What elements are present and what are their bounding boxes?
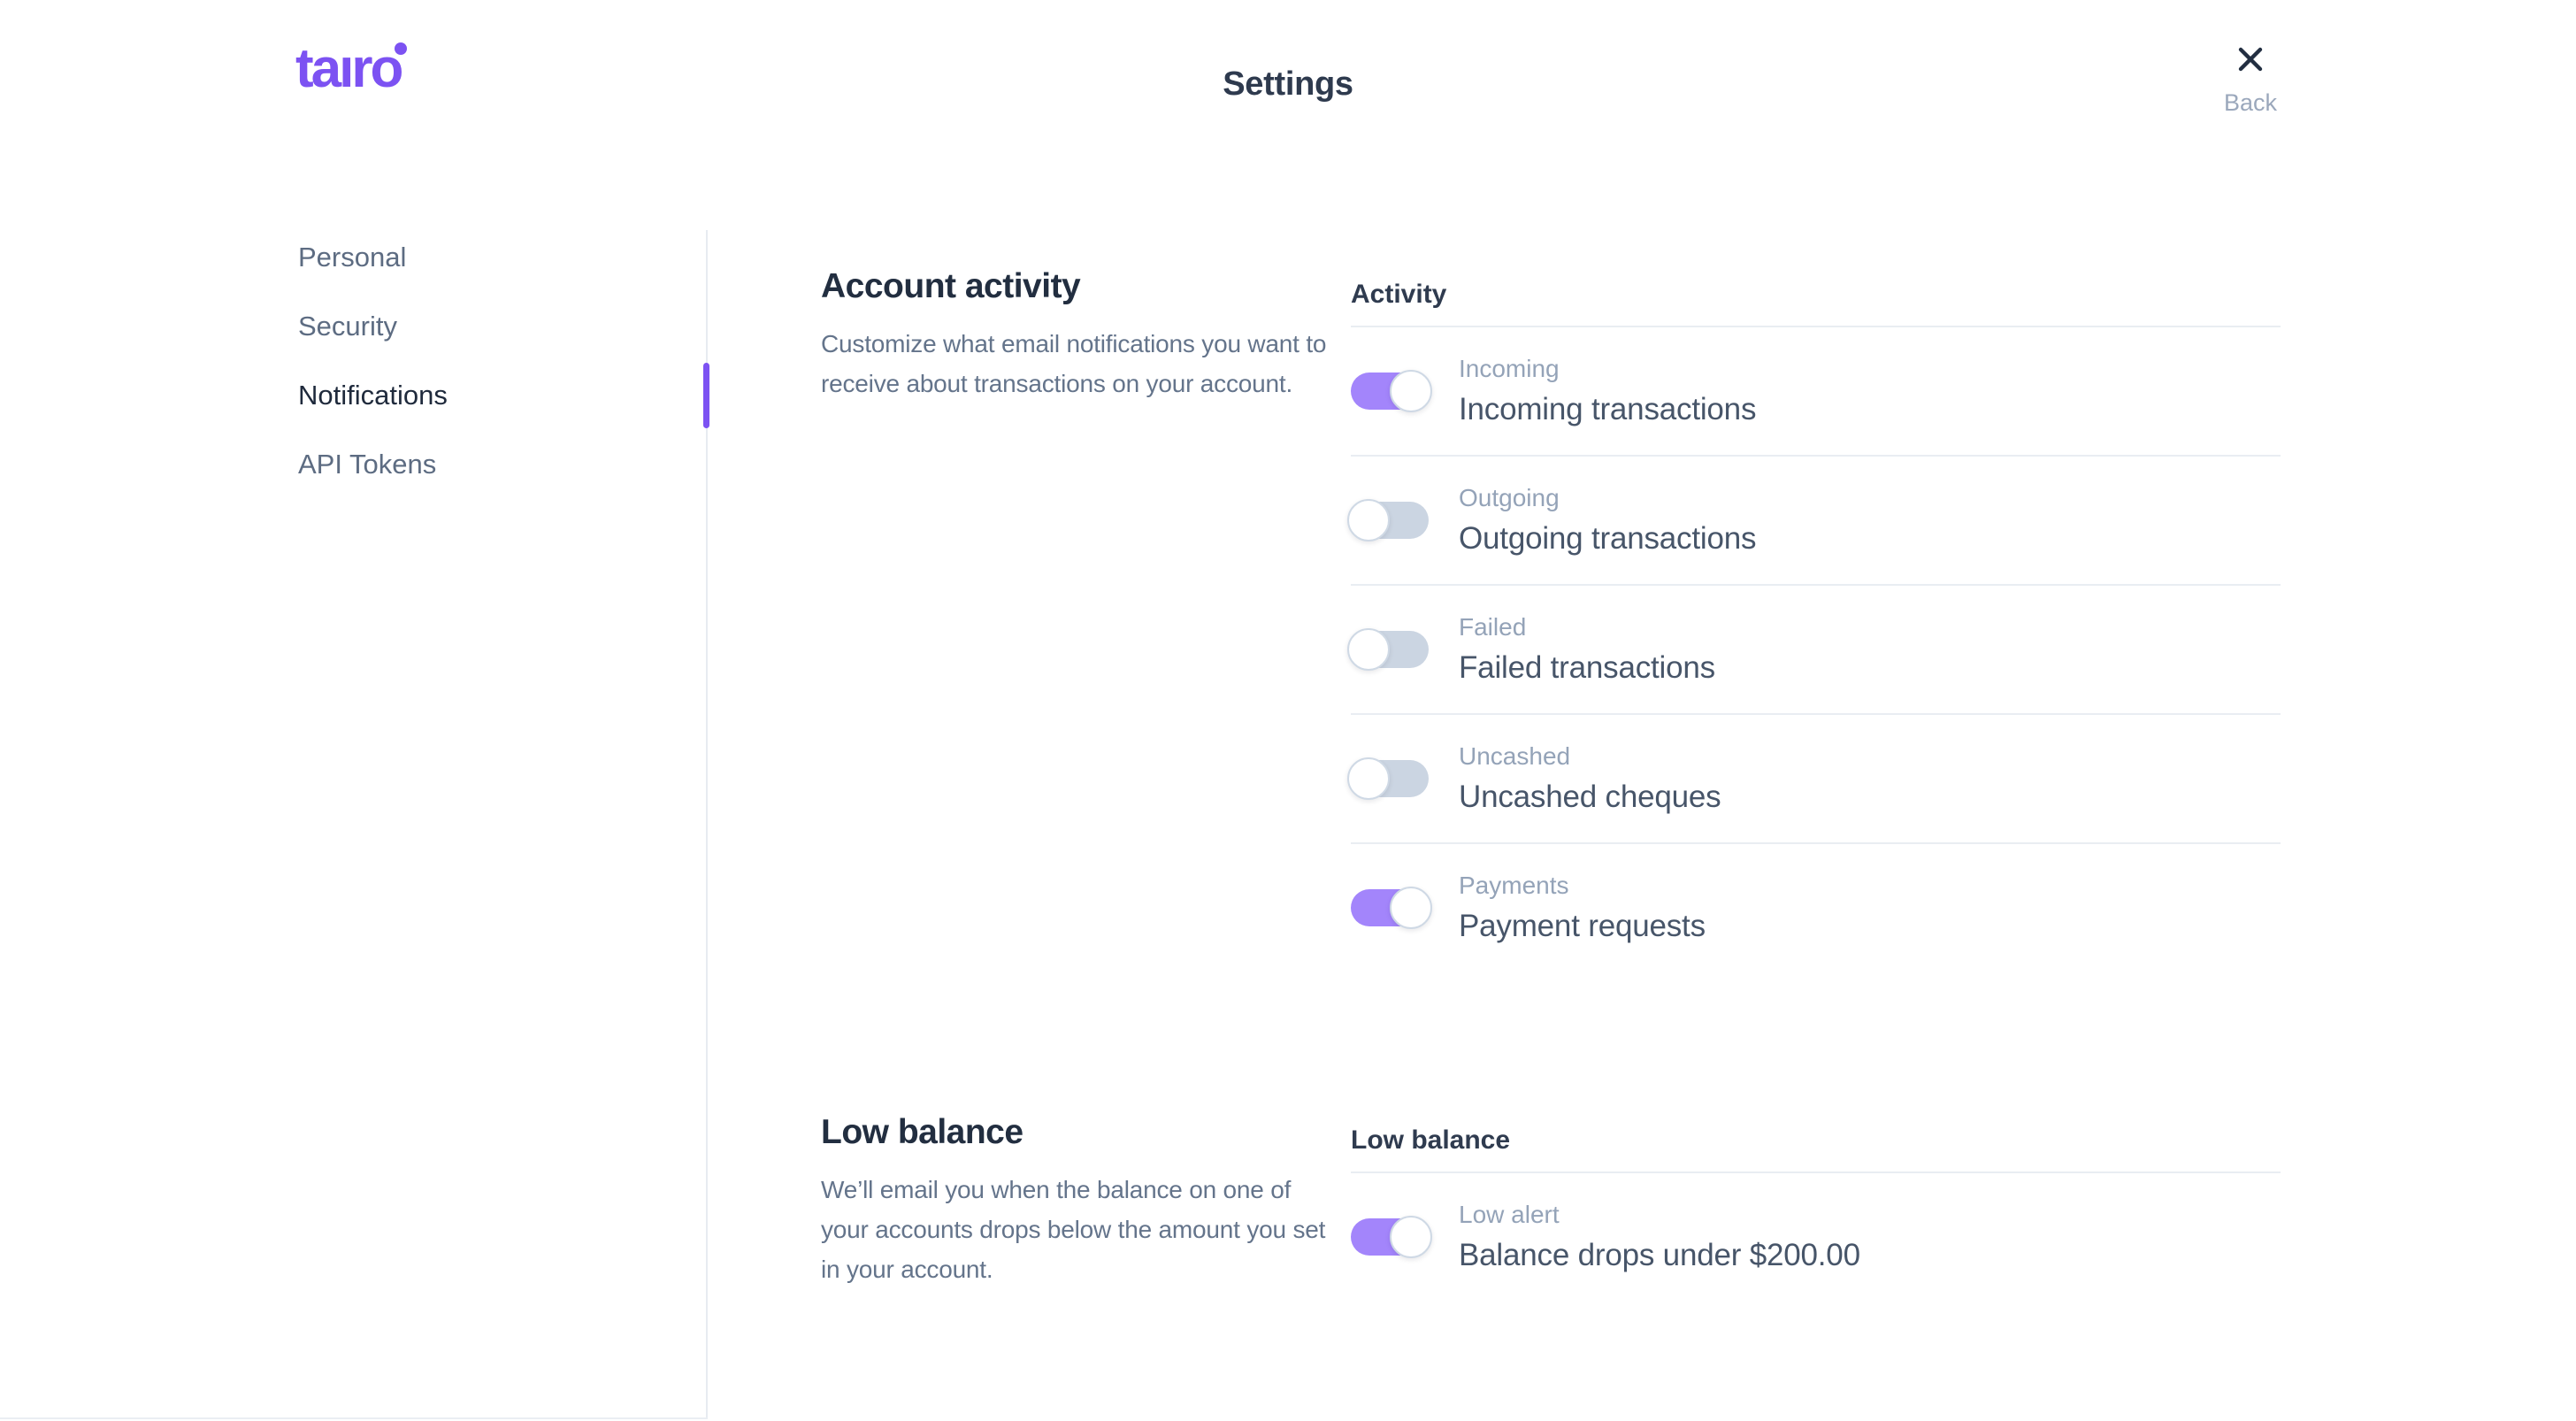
sidebar-item-security[interactable]: Security: [298, 311, 397, 342]
sidebar-divider: [706, 230, 708, 1419]
active-nav-indicator: [703, 363, 709, 428]
toggle-row-label: Outgoing: [1459, 483, 1560, 511]
sidebar-item-notifications[interactable]: Notifications: [298, 380, 448, 411]
toggle-knob: [1390, 887, 1432, 929]
toggle-row-title: Incoming transactions: [1459, 391, 1757, 426]
toggle-row-failed: Failed Failed transactions: [1347, 584, 2281, 713]
toggle-switch-outgoing[interactable]: [1347, 499, 1429, 542]
toggle-rows: Low alert Balance drops under $200.00: [1351, 1171, 2281, 1301]
list-header: Activity: [1351, 280, 1447, 309]
toggle-switch-low-alert[interactable]: [1351, 1216, 1432, 1258]
toggle-rows: Incoming Incoming transactions Outgoing …: [1347, 326, 2281, 972]
close-button-label: Back: [2223, 89, 2278, 116]
list-header: Low balance: [1351, 1125, 1511, 1155]
toggle-row-title: Failed transactions: [1459, 649, 1715, 685]
section-low-balance: Low balance We’ll email you when the bal…: [821, 1111, 2281, 1301]
close-button[interactable]: Back: [2199, 41, 2302, 117]
toggle-row-label: Low alert: [1459, 1200, 1560, 1228]
toggle-row-title: Outgoing transactions: [1459, 520, 1757, 556]
section-account-activity: Account activity Customize what email no…: [821, 265, 2281, 972]
toggle-switch-uncashed[interactable]: [1347, 757, 1429, 800]
toggle-knob: [1347, 499, 1390, 542]
toggle-row-payments: Payments Payment requests: [1351, 842, 2281, 972]
brand-logo-text: taıro: [295, 38, 403, 99]
toggle-row-label: Failed: [1459, 612, 1527, 641]
toggle-row-uncashed: Uncashed Uncashed cheques: [1347, 713, 2281, 842]
section-info: Account activity Customize what email no…: [821, 265, 1351, 403]
page-title: Settings: [1223, 65, 1353, 103]
toggle-row-text: Payments Payment requests: [1459, 871, 1706, 946]
toggle-list: Activity Incoming Incoming transactions …: [1347, 265, 2281, 972]
toggle-row-label: Uncashed: [1459, 741, 1571, 770]
sidebar-item-personal[interactable]: Personal: [298, 242, 407, 273]
toggle-switch-incoming[interactable]: [1351, 370, 1432, 412]
brand-logo[interactable]: taıro: [295, 38, 408, 99]
toggle-list: Low balance Low alert Balance drops unde…: [1351, 1111, 2281, 1301]
close-icon: [2232, 41, 2269, 78]
settings-content: Account activity Customize what email no…: [821, 0, 2281, 1301]
toggle-row-text: Failed Failed transactions: [1459, 612, 1715, 687]
section-info: Low balance We’ll email you when the bal…: [821, 1111, 1351, 1289]
toggle-row-title: Balance drops under $200.00: [1459, 1237, 1860, 1272]
toggle-row-text: Incoming Incoming transactions: [1459, 354, 1756, 429]
section-heading: Low balance: [821, 1113, 1024, 1151]
toggle-row-label: Payments: [1459, 871, 1569, 899]
section-description: Customize what email notifications you w…: [821, 330, 1327, 397]
toggle-row-title: Uncashed cheques: [1459, 779, 1721, 814]
toggle-knob: [1390, 370, 1432, 412]
toggle-row-incoming: Incoming Incoming transactions: [1351, 326, 2281, 455]
toggle-row-low-alert: Low alert Balance drops under $200.00: [1351, 1171, 2281, 1301]
bottom-divider: [0, 1417, 708, 1419]
brand-logo-dot: [395, 42, 408, 55]
sidebar-item-api-tokens[interactable]: API Tokens: [298, 449, 437, 480]
toggle-row-text: Outgoing Outgoing transactions: [1459, 483, 1756, 558]
toggle-row-text: Uncashed Uncashed cheques: [1459, 741, 1721, 817]
section-description: We’ll email you when the balance on one …: [821, 1176, 1326, 1283]
toggle-knob: [1390, 1216, 1432, 1258]
toggle-switch-payments[interactable]: [1351, 887, 1432, 929]
toggle-row-label: Incoming: [1459, 354, 1560, 382]
toggle-row-title: Payment requests: [1459, 908, 1706, 943]
toggle-row-text: Low alert Balance drops under $200.00: [1459, 1200, 1860, 1275]
toggle-switch-failed[interactable]: [1347, 628, 1429, 671]
toggle-knob: [1347, 628, 1390, 671]
toggle-row-outgoing: Outgoing Outgoing transactions: [1347, 455, 2281, 584]
toggle-knob: [1347, 757, 1390, 800]
section-heading: Account activity: [821, 267, 1081, 305]
settings-nav: Personal Security Notifications API Tokens: [298, 223, 670, 499]
